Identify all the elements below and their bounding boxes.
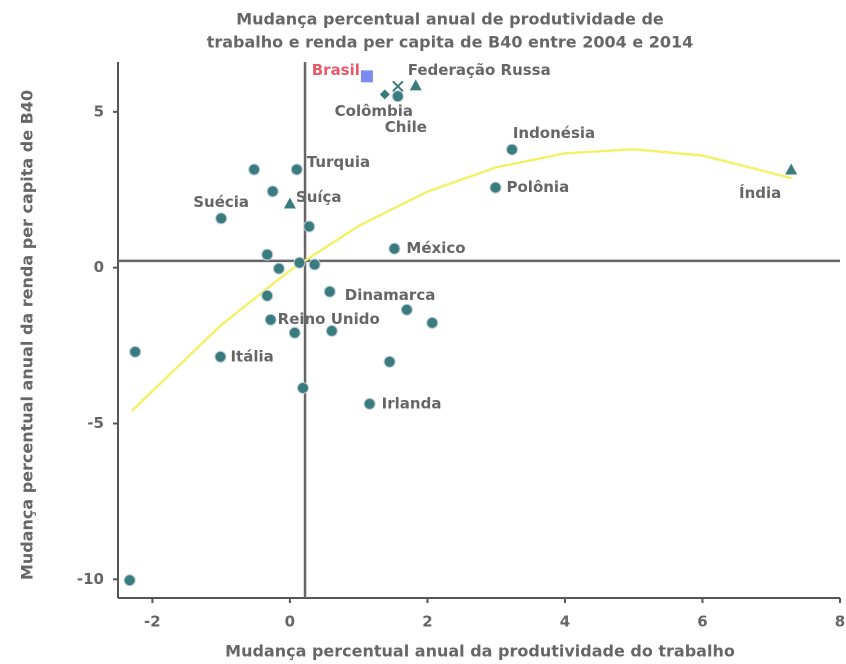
- point-label: Suécia: [193, 193, 249, 211]
- point: [379, 89, 390, 100]
- point: [288, 326, 301, 339]
- point: [506, 143, 519, 156]
- point: [261, 289, 274, 302]
- point-label: Itália: [230, 347, 273, 365]
- point: [308, 258, 321, 271]
- point-label: Polônia: [507, 178, 570, 196]
- point: [123, 574, 136, 587]
- point-label: México: [406, 239, 465, 257]
- point: [296, 381, 309, 394]
- point: [303, 220, 316, 233]
- point-label: Brasil: [312, 61, 360, 79]
- point: [489, 181, 502, 194]
- x-axis-label: Mudança percentual anual da produtividad…: [225, 642, 735, 661]
- point-label: Chile: [385, 118, 427, 136]
- y-tick-label: 0: [94, 258, 104, 276]
- point: [400, 303, 413, 316]
- point: [283, 197, 296, 209]
- x-tick-label: 2: [422, 613, 432, 631]
- point: [360, 70, 373, 83]
- point: [272, 262, 285, 275]
- y-tick-label: -5: [87, 414, 104, 432]
- point-label: Indonésia: [513, 124, 595, 142]
- point: [383, 355, 396, 368]
- point-label: Irlanda: [382, 394, 442, 412]
- y-tick-label: -10: [77, 570, 104, 588]
- point: [409, 79, 422, 91]
- point-label: Colômbia: [335, 102, 413, 120]
- point: [325, 324, 338, 337]
- point: [290, 163, 303, 176]
- point-label: Federação Russa: [408, 61, 551, 79]
- x-tick-label: 8: [835, 613, 845, 631]
- point: [388, 242, 401, 255]
- point: [264, 313, 277, 326]
- point: [261, 248, 274, 261]
- point: [129, 345, 142, 358]
- point: [293, 256, 306, 269]
- trend-line: [130, 148, 793, 412]
- point-label: Reino Unido: [278, 310, 380, 328]
- y-tick-label: 5: [94, 102, 104, 120]
- point-label: Dinamarca: [345, 286, 436, 304]
- y-axis-label: Mudança percentual anual da renda per ca…: [18, 90, 37, 580]
- point: [426, 316, 439, 329]
- point-label: Suíça: [296, 188, 342, 206]
- chart-title: Mudança percentual anual de produtividad…: [236, 10, 664, 29]
- x-tick-label: 6: [697, 613, 707, 631]
- x-tick-label: -2: [144, 613, 161, 631]
- point: [363, 397, 376, 410]
- point: [323, 285, 336, 298]
- x-tick-label: 0: [285, 613, 295, 631]
- point-label: Índia: [739, 183, 781, 202]
- chart-title: trabalho e renda per capita de B40 entre…: [207, 33, 694, 52]
- point: [266, 185, 279, 198]
- point: [215, 212, 228, 225]
- point: [248, 163, 261, 176]
- point: [392, 80, 404, 93]
- point: [785, 163, 798, 175]
- point-label: Turquia: [307, 153, 370, 171]
- x-tick-label: 4: [560, 613, 570, 631]
- point: [214, 350, 227, 363]
- point: [391, 90, 404, 103]
